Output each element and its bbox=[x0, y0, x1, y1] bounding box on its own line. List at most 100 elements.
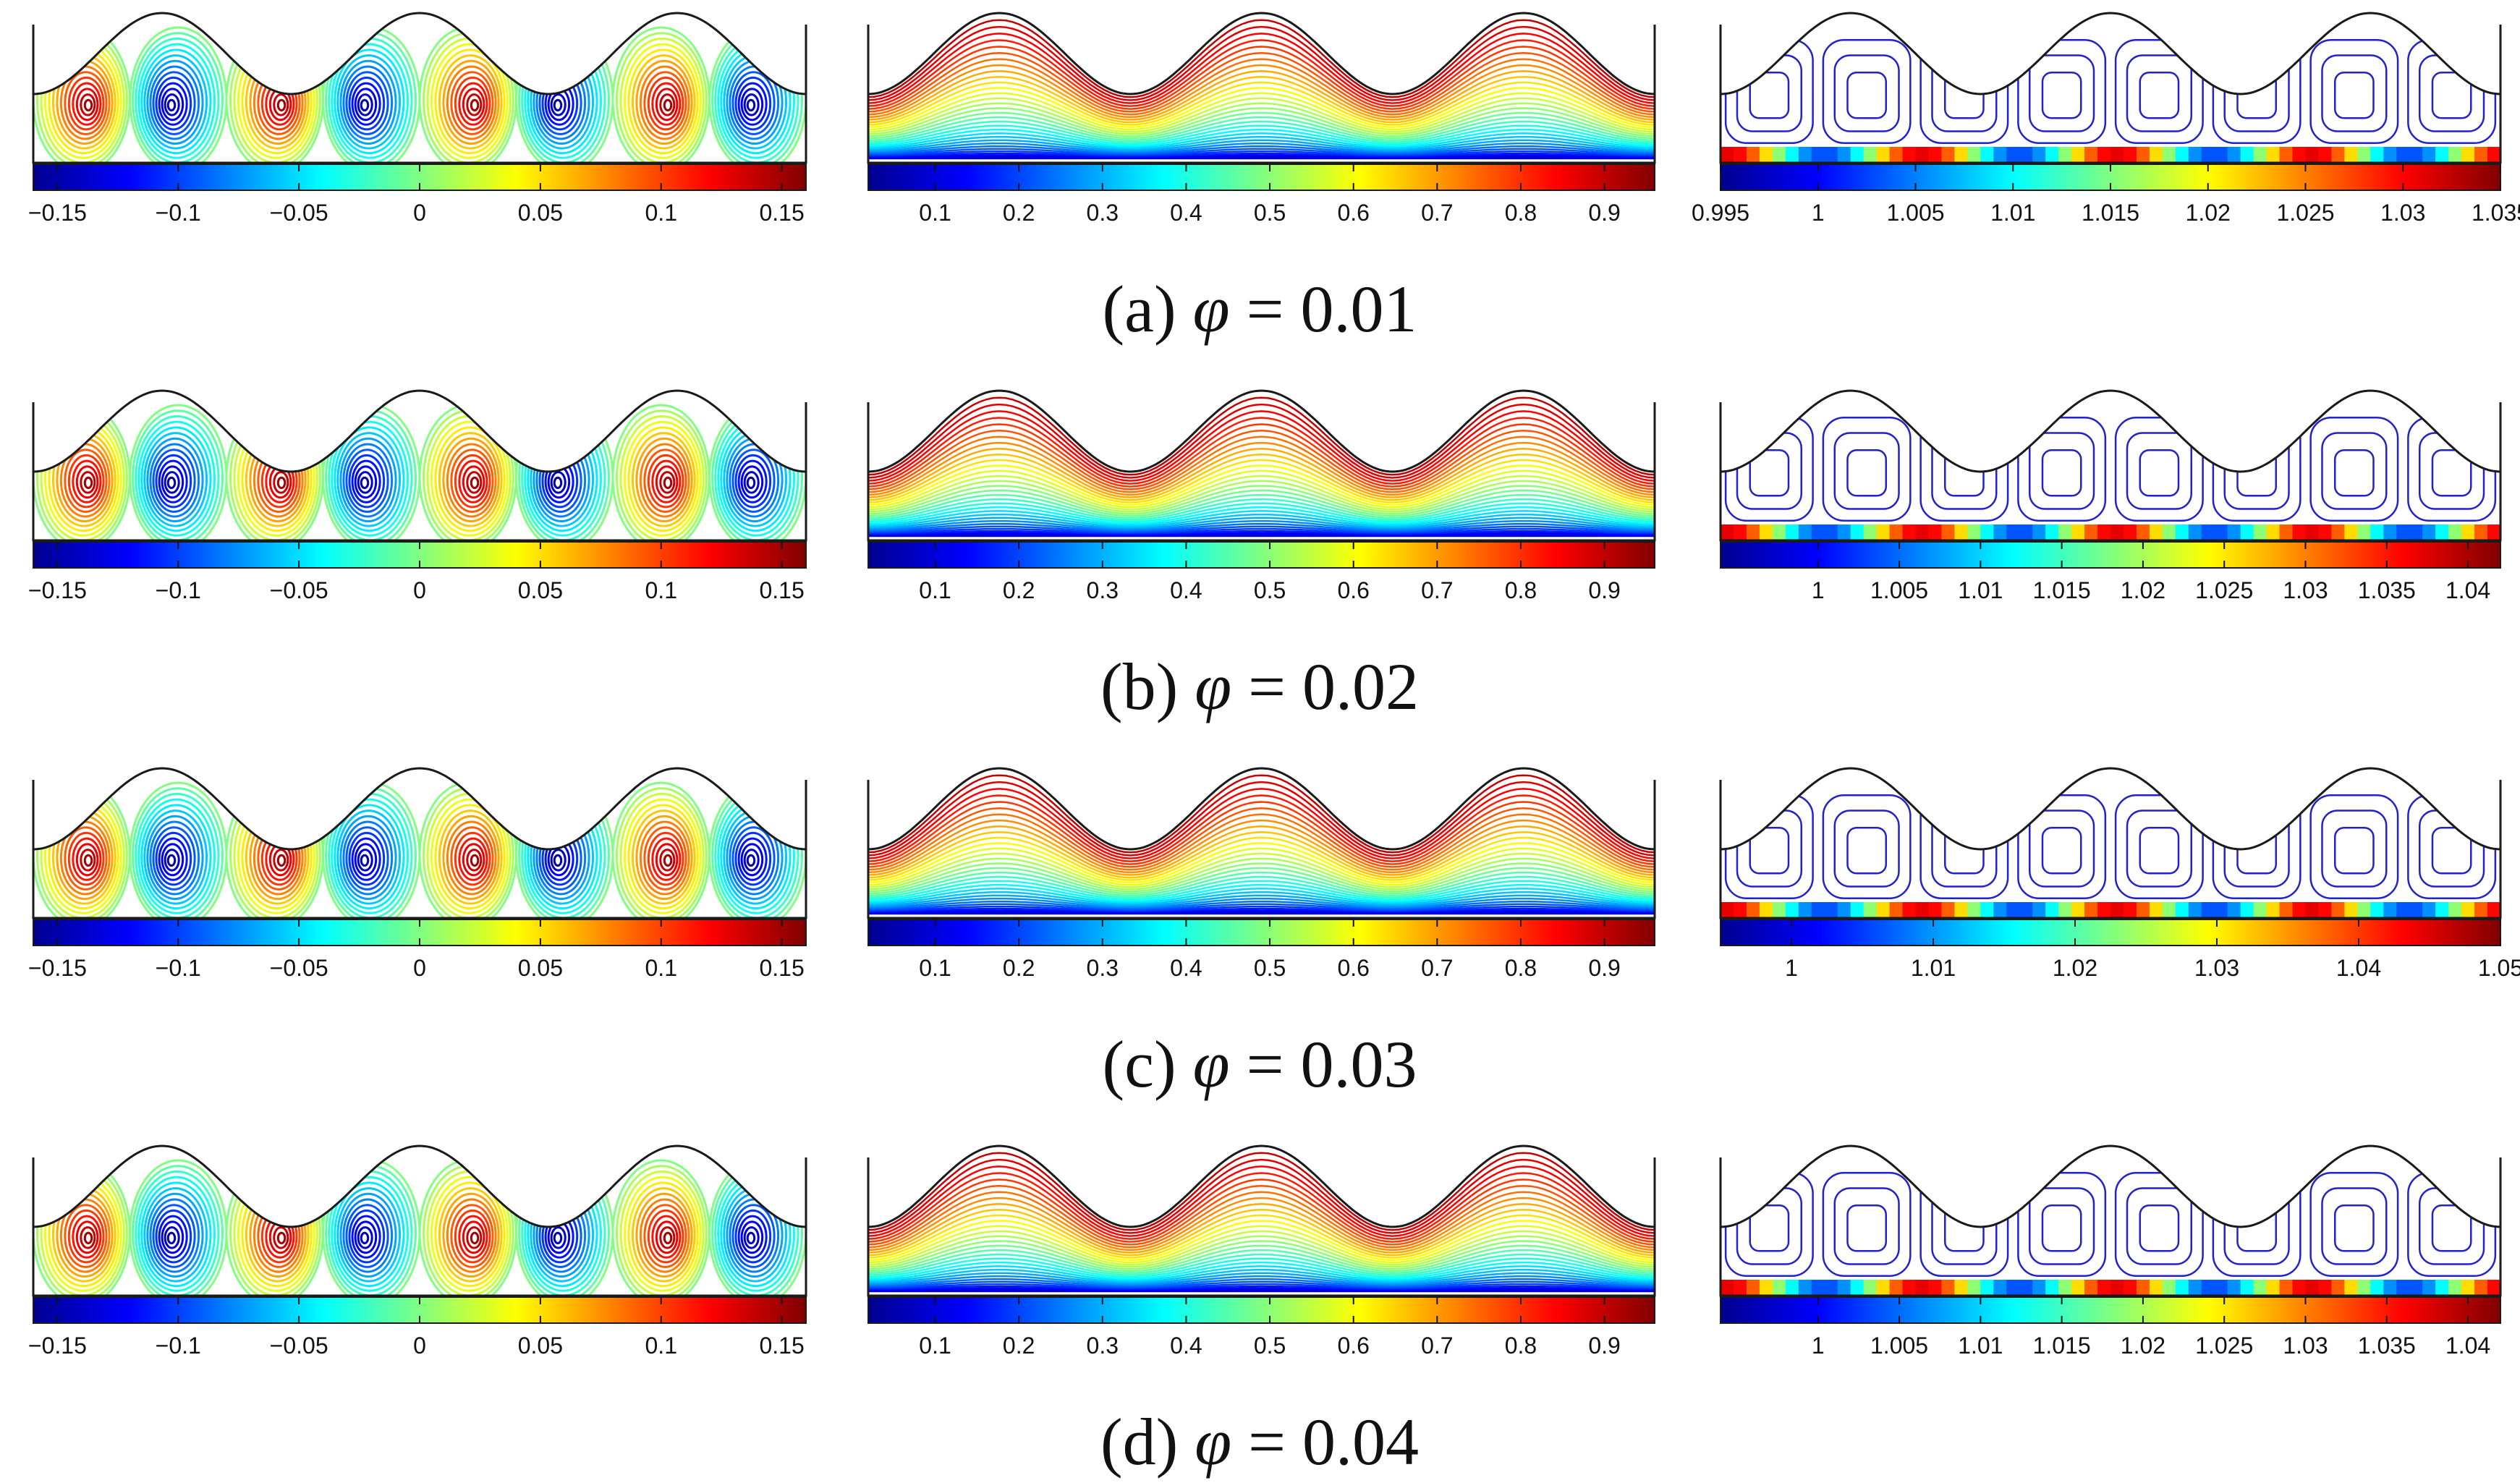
colorbar-tick-label: 1.02 bbox=[2121, 1333, 2165, 1359]
colorbar-tick-label: 1 bbox=[1785, 955, 1798, 981]
panel-heatlines-1: 0.995 1 1.005 1.01 1.015 1.02 1.025 1.03 1.035 bbox=[1692, 12, 2520, 226]
panel-streamlines-4: −0.15 −0.1 −0.05 0 0.05 0.1 0.15 bbox=[28, 1144, 807, 1359]
colorbar-tick-label: 1.015 bbox=[2033, 577, 2091, 603]
colorbar-heatlines-2 bbox=[1720, 541, 2501, 569]
panel-streamlines-3: −0.15 −0.1 −0.05 0 0.05 0.1 0.15 bbox=[28, 767, 807, 981]
colorbar-tick-label: 1.005 bbox=[1870, 577, 1928, 603]
colorbar-tick-label: 0.1 bbox=[645, 1333, 677, 1359]
colorbar-tick-label: 0.5 bbox=[1254, 200, 1286, 226]
colorbar-tick-label: 1.04 bbox=[2445, 577, 2490, 603]
colorbar-heatlines-4 bbox=[1720, 1296, 2501, 1324]
colorbar-tick-label: 1 bbox=[1812, 200, 1825, 226]
colorbar-tick-label: 0.5 bbox=[1254, 1333, 1286, 1359]
colorbar-tick-label: 1.04 bbox=[2445, 1333, 2490, 1359]
colorbar-tick-label: 0.6 bbox=[1337, 200, 1369, 226]
colorbar-tick-label: 1.025 bbox=[2195, 1333, 2253, 1359]
colorbar-tick-label: 0.9 bbox=[1588, 1333, 1620, 1359]
panel-heatlines-2: 1 1.005 1.01 1.015 1.02 1.025 1.03 1.035 1.04 bbox=[1719, 389, 2502, 603]
colorbar-tick-label: 0.8 bbox=[1505, 200, 1537, 226]
colorbar-tick-label: 0.4 bbox=[1170, 577, 1202, 603]
colorbar-tick-label: 1.03 bbox=[2283, 577, 2328, 603]
colorbar-tick-label: 1.015 bbox=[2033, 1333, 2091, 1359]
colorbar-tick-label: 0.995 bbox=[1692, 200, 1749, 226]
colorbar-tick-label: 0.9 bbox=[1588, 200, 1620, 226]
colorbar-tick-label: 0 bbox=[413, 577, 426, 603]
colorbar-tick-label: 1.025 bbox=[2195, 577, 2253, 603]
colorbar-tick-label: 0.1 bbox=[919, 955, 951, 981]
colorbar-tick-label: 0.5 bbox=[1254, 955, 1286, 981]
colorbar-tick-label: 0.7 bbox=[1421, 577, 1453, 603]
colorbar-tick-label: 0.4 bbox=[1170, 955, 1202, 981]
colorbar-tick-label: 0.3 bbox=[1087, 200, 1119, 226]
colorbar-tick-label: 0.7 bbox=[1421, 200, 1453, 226]
colorbar-tick-label: 0.6 bbox=[1337, 955, 1369, 981]
colorbar-tick-label: 1.035 bbox=[2358, 1333, 2416, 1359]
colorbar-tick-label: 1.04 bbox=[2336, 955, 2381, 981]
colorbar-tick-label: 1.005 bbox=[1886, 200, 1944, 226]
colorbar-tick-label: 1.02 bbox=[2053, 955, 2097, 981]
colorbar-tick-label: −0.15 bbox=[28, 200, 87, 226]
colorbar-heatlines-3 bbox=[1720, 919, 2501, 946]
colorbar-tick-label: 0.1 bbox=[645, 577, 677, 603]
colorbar-isotherms-2 bbox=[867, 541, 1655, 569]
panel-streamlines-2: −0.15 −0.1 −0.05 0 0.05 0.1 0.15 bbox=[28, 389, 807, 603]
colorbar-tick-label: 0.6 bbox=[1337, 577, 1369, 603]
colorbar-tick-label: 0 bbox=[413, 955, 426, 981]
panel-caption: (b) φ = 0.02 bbox=[1100, 650, 1419, 723]
colorbar-tick-label: 0.1 bbox=[919, 200, 951, 226]
colorbar-tick-label: 0 bbox=[413, 200, 426, 226]
colorbar-tick-label: 0.1 bbox=[645, 955, 677, 981]
colorbar-tick-label: 1.03 bbox=[2194, 955, 2239, 981]
panel-streamlines-1: −0.15 −0.1 −0.05 0 0.05 0.1 0.15 bbox=[28, 12, 807, 226]
panel-heatlines-4: 1 1.005 1.01 1.015 1.02 1.025 1.03 1.035 1.04 bbox=[1719, 1144, 2502, 1359]
colorbar-tick-label: 1 bbox=[1812, 577, 1825, 603]
colorbar-tick-label: 1.015 bbox=[2082, 200, 2139, 226]
colorbar-tick-label: 0.3 bbox=[1087, 955, 1119, 981]
colorbar-tick-label: 0.05 bbox=[518, 955, 563, 981]
colorbar-tick-label: 1 bbox=[1812, 1333, 1825, 1359]
colorbar-tick-label: 1.03 bbox=[2283, 1333, 2328, 1359]
colorbar-tick-label: −0.15 bbox=[28, 1333, 87, 1359]
colorbar-tick-label: 0 bbox=[413, 1333, 426, 1359]
colorbar-tick-label: 0.4 bbox=[1170, 1333, 1202, 1359]
colorbar-tick-label: 0.3 bbox=[1087, 1333, 1119, 1359]
colorbar-tick-label: 0.15 bbox=[759, 577, 804, 603]
colorbar-tick-label: 1.035 bbox=[2472, 200, 2520, 226]
colorbar-tick-label: 0.9 bbox=[1588, 577, 1620, 603]
colorbar-tick-label: 0.7 bbox=[1421, 1333, 1453, 1359]
colorbar-tick-label: 0.1 bbox=[919, 577, 951, 603]
colorbar-tick-label: 1.02 bbox=[2186, 200, 2231, 226]
colorbar-tick-label: −0.05 bbox=[270, 955, 328, 981]
colorbar-tick-label: 0.6 bbox=[1337, 1333, 1369, 1359]
colorbar-tick-label: 0.05 bbox=[518, 1333, 563, 1359]
colorbar-tick-label: 0.8 bbox=[1505, 955, 1537, 981]
colorbar-tick-label: −0.1 bbox=[156, 577, 201, 603]
colorbar-tick-label: 1.01 bbox=[1911, 955, 1956, 981]
colorbar-tick-label: −0.1 bbox=[156, 955, 201, 981]
panel-caption: (c) φ = 0.03 bbox=[1103, 1027, 1417, 1101]
colorbar-tick-label: 0.8 bbox=[1505, 577, 1537, 603]
colorbar-tick-label: 0.4 bbox=[1170, 200, 1202, 226]
colorbar-tick-label: −0.1 bbox=[156, 200, 201, 226]
panel-isotherms-4: 0.1 0.2 0.3 0.4 0.5 0.6 0.7 0.8 0.9 bbox=[867, 1144, 1656, 1359]
colorbar-tick-label: −0.05 bbox=[270, 200, 328, 226]
colorbar-tick-label: 1.03 bbox=[2380, 200, 2425, 226]
colorbar-tick-label: 1.025 bbox=[2276, 200, 2334, 226]
colorbar-isotherms-3 bbox=[867, 919, 1655, 946]
colorbar-tick-label: 0.1 bbox=[645, 200, 677, 226]
colorbar-tick-label: 0.15 bbox=[759, 200, 804, 226]
colorbar-tick-label: 0.05 bbox=[518, 577, 563, 603]
colorbar-tick-label: 1.02 bbox=[2121, 577, 2165, 603]
colorbar-tick-label: 1.01 bbox=[1990, 200, 2035, 226]
colorbar-tick-label: 0.8 bbox=[1505, 1333, 1537, 1359]
colorbar-tick-label: 0.7 bbox=[1421, 955, 1453, 981]
colorbar-tick-label: 0.2 bbox=[1003, 955, 1035, 981]
colorbar-tick-label: 0.5 bbox=[1254, 577, 1286, 603]
colorbar-tick-label: −0.05 bbox=[270, 1333, 328, 1359]
colorbar-tick-label: 0.2 bbox=[1003, 577, 1035, 603]
colorbar-tick-label: 1.01 bbox=[1958, 577, 2003, 603]
colorbar-isotherms-4 bbox=[867, 1296, 1655, 1324]
colorbar-tick-label: 0.9 bbox=[1588, 955, 1620, 981]
colorbar-tick-label: 0.2 bbox=[1003, 1333, 1035, 1359]
